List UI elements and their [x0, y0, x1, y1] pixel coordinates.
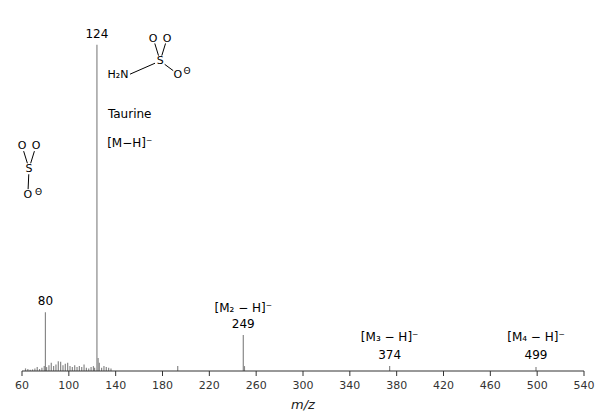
peak [76, 367, 77, 371]
peak [389, 366, 390, 371]
peak [106, 367, 107, 371]
peak [48, 365, 49, 371]
x-tick [490, 371, 491, 376]
atom-label: O [18, 139, 27, 152]
x-tick [162, 371, 163, 376]
bond [155, 44, 158, 55]
annotation: [M₄ − H]⁻ [507, 330, 565, 344]
atom-label: S [157, 54, 164, 67]
peak [67, 363, 68, 371]
annotation: Taurine [107, 107, 152, 121]
x-tick-label: 140 [105, 379, 126, 392]
peak [244, 366, 245, 371]
bond [162, 44, 165, 55]
peak [535, 367, 536, 371]
x-tick-label: 220 [199, 379, 220, 392]
peak [53, 366, 54, 371]
charge-label: Θ [184, 66, 191, 76]
atom-label: S [26, 162, 33, 175]
structure: SOOOH₂NΘ [107, 32, 190, 81]
atom-label: O [149, 32, 158, 45]
peak [90, 367, 91, 371]
x-tick [396, 371, 397, 376]
atom-label: O [173, 68, 182, 81]
annotation: 499 [525, 348, 548, 362]
structure: SOOOΘ [18, 139, 42, 201]
annotation: 374 [378, 348, 401, 362]
x-tick [303, 371, 304, 376]
peak [60, 362, 61, 371]
peak [37, 367, 38, 371]
bond [165, 65, 173, 71]
x-axis-label: m/z [291, 397, 316, 412]
x-tick-label: 180 [152, 379, 173, 392]
x-tick-label: 260 [246, 379, 267, 392]
peak [46, 367, 47, 371]
bond [28, 175, 30, 189]
peak [69, 366, 70, 371]
bond [24, 152, 27, 163]
peak [65, 364, 66, 371]
peak [103, 366, 104, 371]
x-tick-label: 540 [574, 379, 595, 392]
annotation: 249 [232, 317, 255, 331]
annotation: [M−H]⁻ [107, 136, 152, 150]
annotation: [M₂ − H]⁻ [214, 301, 272, 315]
peak [74, 365, 75, 371]
peak [55, 364, 56, 371]
peak [79, 366, 80, 371]
x-tick-label: 460 [480, 379, 501, 392]
peak [81, 367, 82, 371]
peak [99, 363, 100, 371]
peak [177, 366, 178, 371]
x-tick-label: 420 [433, 379, 454, 392]
bond [130, 63, 154, 74]
atom-label: O [24, 188, 33, 201]
x-tick [115, 371, 116, 376]
x-tick [68, 371, 69, 376]
x-tick [443, 371, 444, 376]
x-tick [537, 371, 538, 376]
peak [45, 312, 46, 371]
chart: 60 100 140 180 220 260 300 340 380 420 460 500 540 m/… [0, 0, 606, 419]
peaks [26, 45, 536, 371]
peak [44, 366, 45, 371]
annotation: 80 [38, 294, 53, 308]
atom-label: O [32, 139, 41, 152]
charge-label: Θ [35, 187, 42, 197]
peak [51, 363, 52, 371]
atom-label: H₂N [107, 68, 128, 81]
peak [243, 335, 244, 371]
peak [62, 365, 63, 371]
x-tick [349, 371, 350, 376]
x-tick-label: 500 [527, 379, 548, 392]
peak [98, 358, 99, 371]
annotation: [M₃ − H]⁻ [361, 330, 419, 344]
peak [72, 367, 73, 371]
peak [58, 361, 59, 371]
x-tick [584, 371, 585, 376]
bond [31, 152, 34, 163]
peak [83, 364, 84, 371]
peak [96, 45, 97, 371]
x-tick [22, 371, 23, 376]
x-tick-label: 340 [339, 379, 360, 392]
x-tick-label: 380 [386, 379, 407, 392]
x-tick-label: 60 [15, 379, 29, 392]
peak [93, 366, 94, 371]
annotation: 124 [85, 27, 108, 41]
x-tick-label: 300 [293, 379, 314, 392]
atom-label: O [163, 32, 172, 45]
x-tick-label: 100 [58, 379, 79, 392]
x-tick [209, 371, 210, 376]
x-tick [256, 371, 257, 376]
